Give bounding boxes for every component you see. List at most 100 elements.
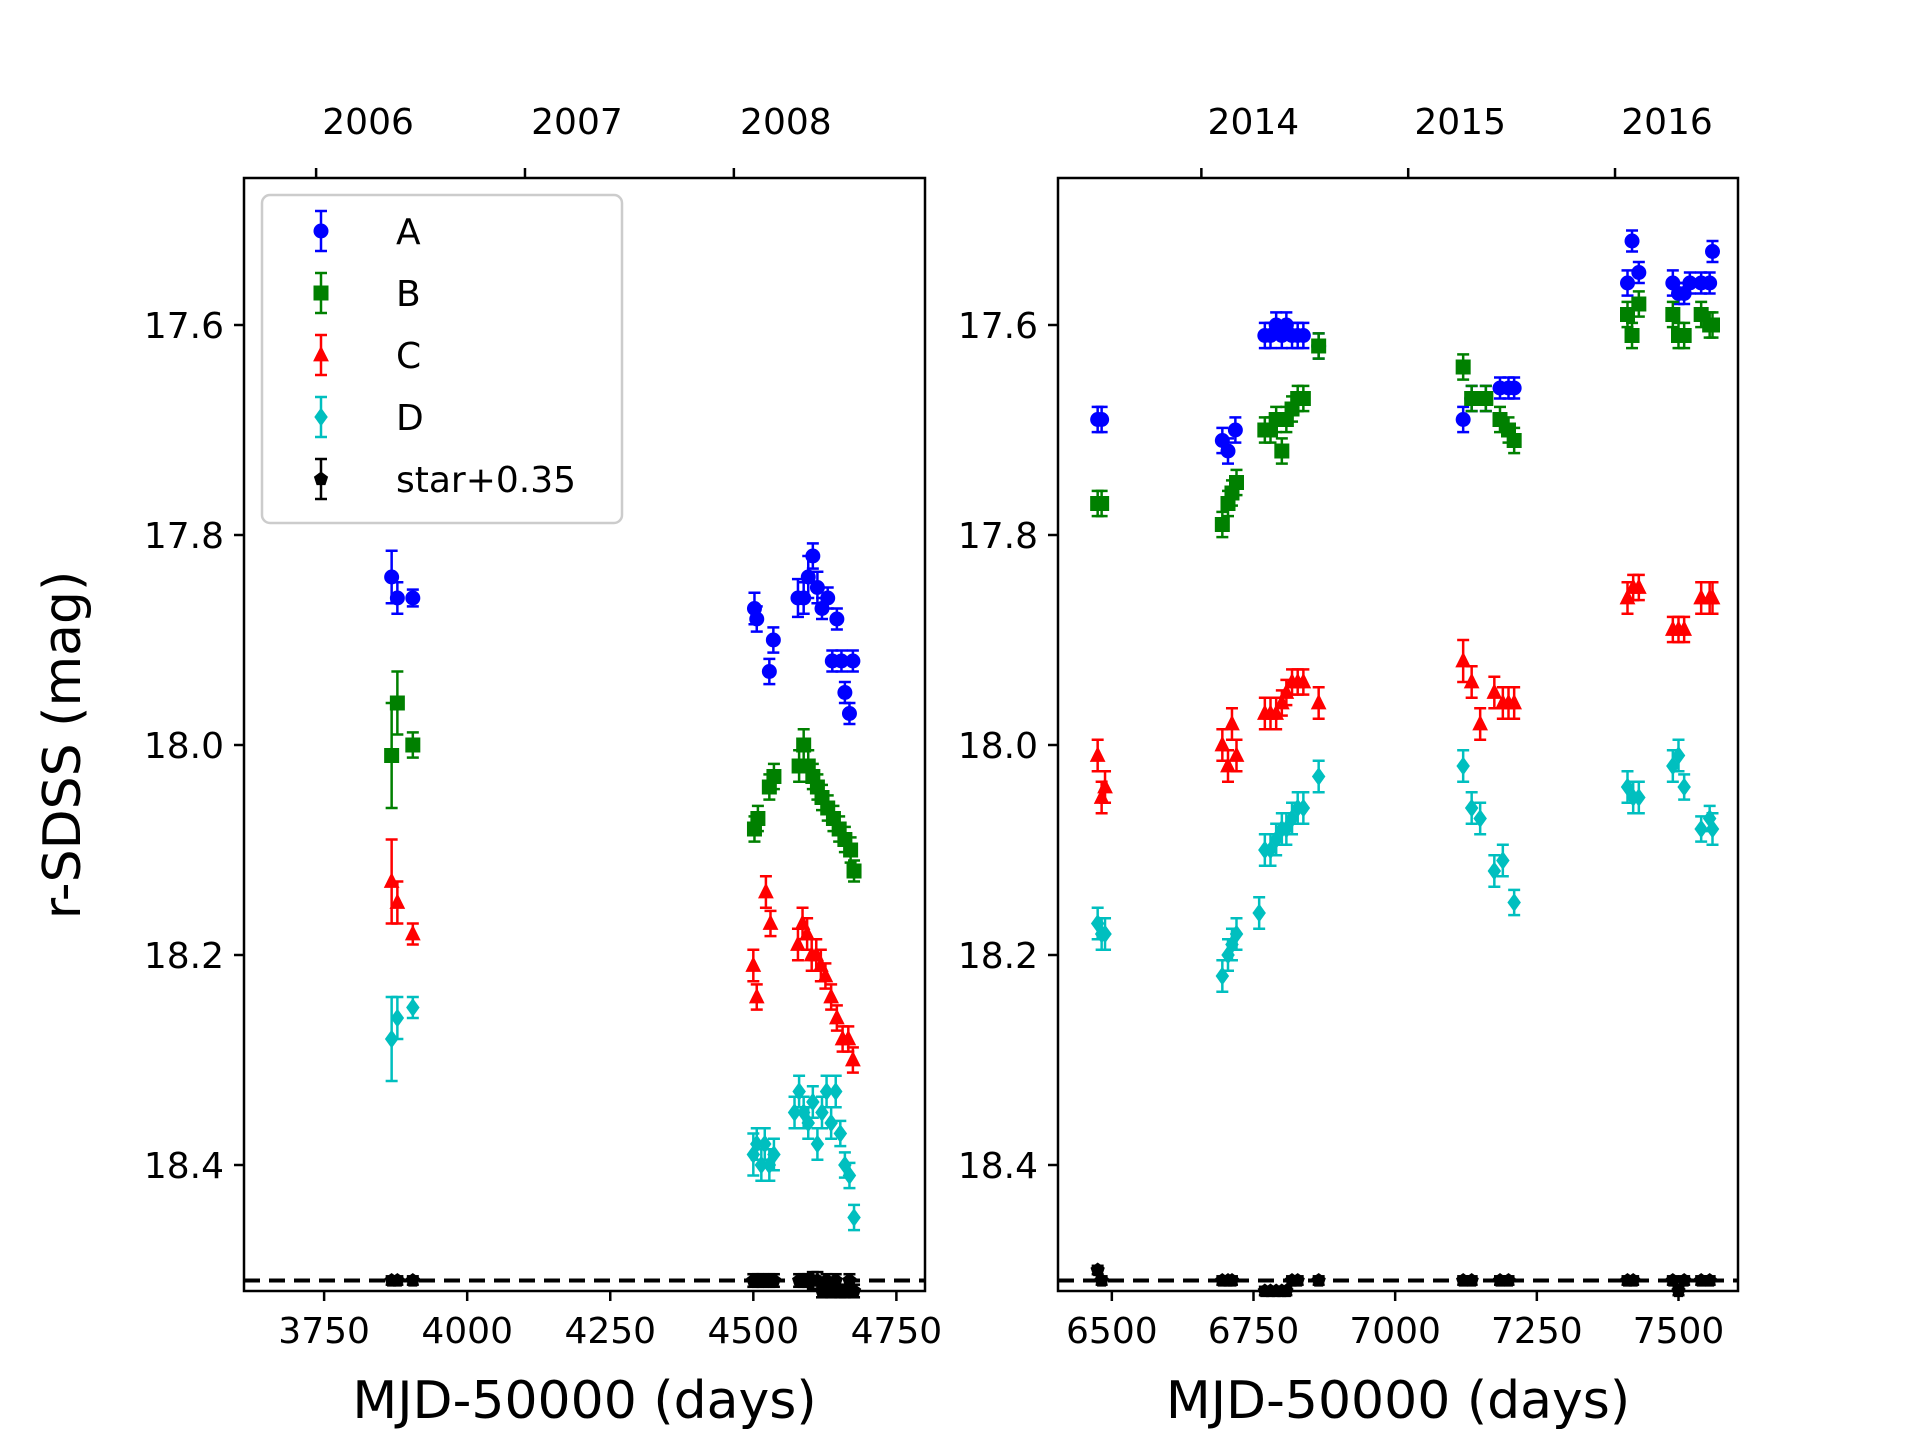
data-point-a — [1620, 275, 1635, 291]
y-axis-label: r-SDSS (mag) — [33, 571, 93, 920]
left-bottom-ticks: 3750 4000 4250 4500 4750 — [278, 1291, 942, 1352]
data-point-a — [837, 685, 853, 700]
left-ytick-label: 18.4 — [144, 1146, 224, 1187]
data-point-c — [383, 872, 400, 888]
right-xtick-label: 7500 — [1633, 1311, 1725, 1352]
data-point-d — [1666, 756, 1680, 776]
data-point-d — [1632, 788, 1646, 807]
left-series-d — [384, 995, 861, 1232]
data-point-d — [1507, 893, 1521, 912]
data-point-d — [1098, 924, 1112, 944]
data-point-a — [1455, 412, 1471, 427]
data-point-d — [1671, 746, 1686, 765]
data-point-s — [1224, 1273, 1240, 1287]
data-point-s — [1290, 1273, 1305, 1287]
left-xtick-label: 4000 — [421, 1311, 513, 1352]
data-point-b — [1455, 359, 1471, 375]
data-point-a — [805, 548, 821, 564]
right-ytick-label: 17.6 — [958, 306, 1038, 347]
data-point-a — [820, 590, 836, 606]
data-point-b — [846, 863, 862, 879]
data-point-d — [1229, 924, 1244, 944]
left-xtick-label: 4250 — [564, 1311, 656, 1352]
data-point-a — [809, 580, 825, 595]
data-point-d — [1285, 809, 1299, 828]
left-year-label: 2007 — [531, 102, 623, 143]
data-point-b — [1311, 338, 1327, 354]
data-point-a — [1295, 328, 1311, 343]
data-point-c — [817, 966, 834, 983]
data-point-d — [406, 998, 420, 1017]
data-point-b — [1295, 391, 1311, 406]
data-point-d — [762, 1155, 777, 1175]
data-point-d — [1496, 851, 1510, 870]
data-point-d — [842, 1166, 857, 1185]
data-point-c — [840, 1029, 857, 1046]
data-point-a — [845, 653, 861, 669]
data-point-s — [828, 1273, 843, 1287]
data-point-s — [1094, 1273, 1109, 1287]
data-point-b — [1624, 328, 1640, 343]
right-year-label: 2016 — [1621, 102, 1713, 143]
data-point-a — [1220, 443, 1236, 459]
left-x-axis-label: MJD-50000 (days) — [352, 1371, 816, 1431]
data-point-c — [1214, 735, 1231, 752]
data-point-c — [762, 914, 779, 930]
right-bottom-ticks: 6500 6750 7000 7250 7500 — [1066, 1291, 1724, 1352]
data-point-a — [1702, 275, 1718, 291]
data-point-b — [1705, 317, 1720, 333]
right-series-a — [1090, 229, 1720, 465]
data-point-b — [1665, 307, 1681, 322]
data-point-s — [405, 1273, 420, 1287]
legend-marker-c — [313, 345, 329, 362]
data-point-a — [829, 611, 845, 627]
data-point-c — [748, 987, 765, 1004]
left-ytick-label: 17.6 — [144, 306, 224, 347]
data-point-b — [1506, 433, 1522, 448]
left-panel-frame — [242, 176, 927, 1293]
data-point-s — [1677, 1273, 1692, 1287]
legend: A B C D star+0.35 — [260, 193, 624, 525]
data-point-d — [390, 1008, 405, 1028]
data-point-b — [796, 737, 812, 753]
data-point-a — [1227, 422, 1243, 438]
data-point-a — [405, 590, 421, 606]
data-point-a — [761, 664, 777, 679]
data-point-b — [766, 769, 782, 784]
right-x-axis-label: MJD-50000 (days) — [1166, 1371, 1630, 1431]
legend-marker-a — [313, 223, 329, 239]
data-point-c — [1295, 672, 1312, 689]
left-y-ticks: 17.6 17.8 18.0 18.2 18.4 — [144, 306, 244, 1187]
data-point-c — [799, 924, 815, 941]
data-point-d — [829, 1082, 843, 1101]
data-point-s — [1501, 1273, 1516, 1287]
right-top-ticks: 2014 2015 2016 — [1200, 102, 1713, 178]
right-series-layer — [1089, 229, 1721, 1298]
data-point-a — [1624, 233, 1640, 249]
data-point-d — [847, 1208, 861, 1227]
right-xtick-label: 6500 — [1066, 1311, 1158, 1352]
data-point-a — [765, 632, 781, 648]
legend-markers — [313, 209, 329, 501]
data-point-b — [1631, 296, 1647, 312]
left-year-label: 2008 — [740, 102, 832, 143]
data-point-b — [1464, 391, 1480, 406]
data-point-s — [819, 1273, 834, 1287]
legend-marker-b — [313, 285, 329, 301]
left-ytick-label: 18.0 — [144, 726, 224, 767]
data-point-c — [1486, 683, 1503, 699]
left-ytick-label: 17.8 — [144, 516, 224, 557]
data-point-d — [1473, 809, 1487, 828]
data-point-b — [843, 842, 859, 858]
data-point-c — [790, 935, 806, 951]
data-point-s — [810, 1273, 825, 1287]
data-point-a — [1705, 244, 1720, 259]
data-point-c — [1224, 714, 1240, 731]
data-point-d — [746, 1145, 761, 1164]
legend-label-b: B — [396, 274, 421, 315]
data-point-a — [841, 706, 857, 721]
right-xtick-label: 7250 — [1491, 1311, 1583, 1352]
legend-label-c: C — [396, 336, 421, 377]
data-point-c — [1676, 620, 1692, 636]
legend-frame — [260, 193, 624, 525]
